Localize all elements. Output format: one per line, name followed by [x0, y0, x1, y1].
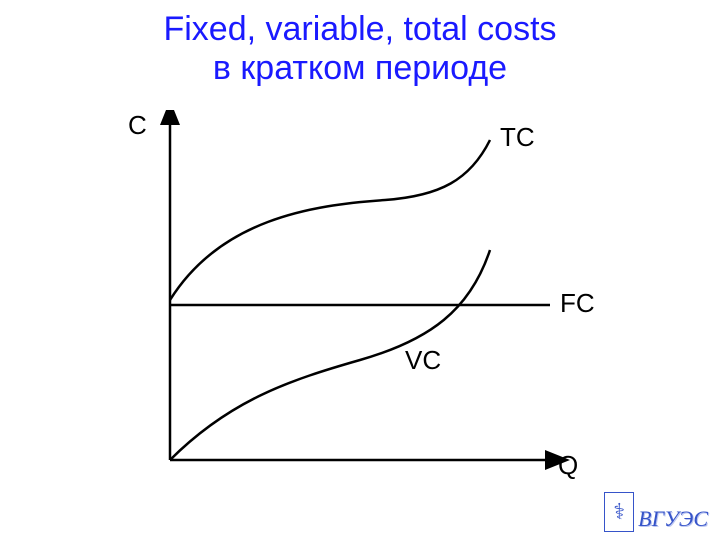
- title-line-1: Fixed, variable, total costs: [0, 10, 720, 49]
- vc-curve: [170, 250, 490, 460]
- cost-curves-chart: C Q TC FC VC: [110, 110, 630, 510]
- logo-emblem-icon: ⚕: [604, 492, 634, 532]
- tc-curve: [170, 140, 490, 300]
- logo-symbol: ⚕: [613, 499, 625, 525]
- x-axis-label: Q: [558, 450, 578, 481]
- y-axis-label: C: [128, 110, 147, 141]
- title-line-2: в кратком периоде: [0, 49, 720, 88]
- slide-title: Fixed, variable, total costs в кратком п…: [0, 10, 720, 88]
- tc-label: TC: [500, 122, 535, 153]
- vc-label: VC: [405, 345, 441, 376]
- fc-label: FC: [560, 288, 595, 319]
- logo-text: ВГУЭС: [638, 506, 708, 532]
- chart-svg: [110, 110, 630, 510]
- slide: Fixed, variable, total costs в кратком п…: [0, 0, 720, 540]
- institution-logo: ⚕ ВГУЭС: [604, 492, 708, 532]
